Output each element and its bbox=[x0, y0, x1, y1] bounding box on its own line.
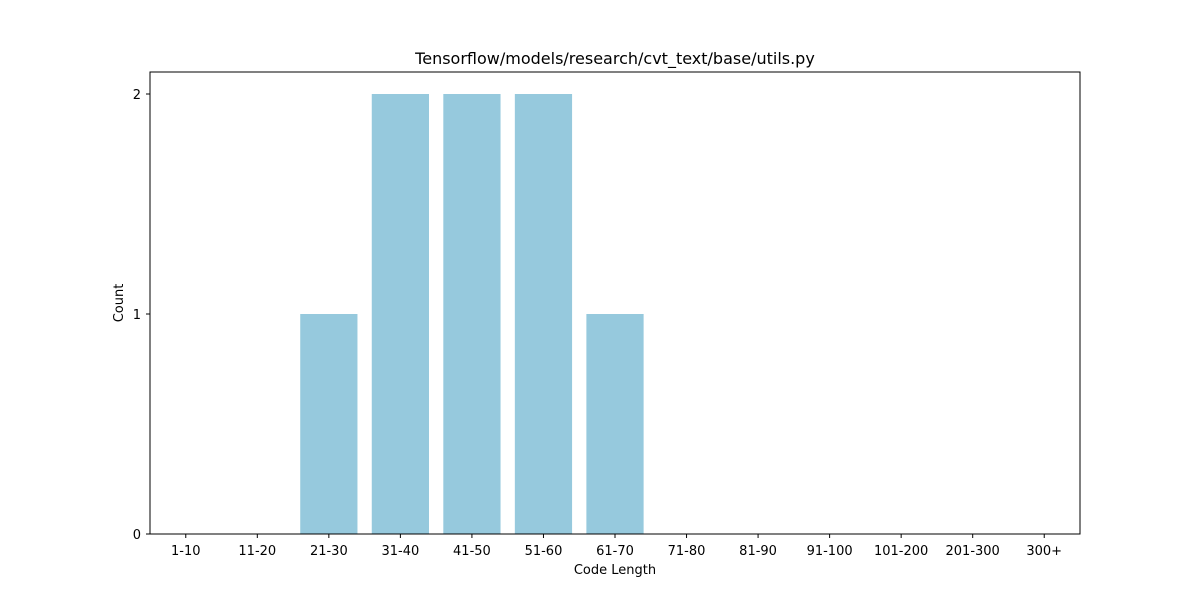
x-tick-label: 91-100 bbox=[807, 544, 853, 559]
x-tick-label: 51-60 bbox=[525, 544, 563, 559]
y-tick-label: 1 bbox=[133, 308, 141, 323]
x-tick-label: 101-200 bbox=[874, 544, 928, 559]
x-tick-label: 201-300 bbox=[946, 544, 1000, 559]
bars-group bbox=[300, 94, 644, 534]
y-tick-label: 2 bbox=[133, 88, 141, 103]
bar-31-40 bbox=[371, 94, 429, 534]
x-tick-label: 300+ bbox=[1026, 544, 1062, 559]
x-axis-ticks: 1-10 11-20 21-30 31-40 41-50 51-60 61-70 71-80 8… bbox=[171, 534, 1062, 559]
x-tick-label: 41-50 bbox=[453, 544, 491, 559]
x-tick-label: 31-40 bbox=[381, 544, 419, 559]
bar-61-70 bbox=[586, 314, 644, 534]
y-tick-label: 0 bbox=[133, 528, 141, 543]
x-tick-label: 11-20 bbox=[238, 544, 276, 559]
x-tick-label: 1-10 bbox=[171, 544, 201, 559]
bar-21-30 bbox=[300, 314, 358, 534]
x-tick-label: 21-30 bbox=[310, 544, 348, 559]
bar-51-60 bbox=[514, 94, 573, 534]
x-tick-label: 61-70 bbox=[596, 544, 634, 559]
chart-title: Tensorflow/models/research/cvt_text/base… bbox=[414, 49, 815, 69]
y-axis-ticks: 0 1 2 bbox=[133, 88, 150, 543]
bar-41-50 bbox=[443, 94, 501, 534]
x-axis-label: Code Length bbox=[574, 563, 656, 578]
x-tick-label: 81-90 bbox=[739, 544, 777, 559]
x-tick-label: 71-80 bbox=[668, 544, 706, 559]
y-axis-label: Count bbox=[112, 284, 127, 323]
